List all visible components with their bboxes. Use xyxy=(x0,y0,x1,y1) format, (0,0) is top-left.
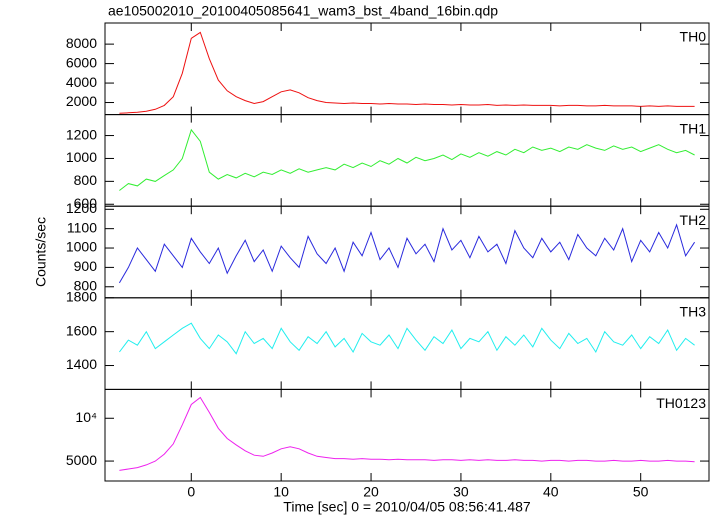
y-axis-label: Counts/sec xyxy=(33,217,49,287)
y-tick-label: 1200 xyxy=(66,126,97,142)
panel-label: TH1 xyxy=(680,120,707,136)
panel-label: TH3 xyxy=(680,304,707,320)
x-tick-label: 10 xyxy=(273,484,289,500)
y-tick-label: 10⁴ xyxy=(75,409,97,425)
light-curve xyxy=(119,128,695,191)
x-tick-label: 20 xyxy=(363,484,379,500)
x-tick-label: 30 xyxy=(453,484,469,500)
chart-title: ae105002010_20100405085641_wam3_bst_4ban… xyxy=(108,3,498,19)
y-tick-label: 1100 xyxy=(67,219,97,235)
panel-frame xyxy=(104,22,710,116)
y-tick-label: 1600 xyxy=(66,322,97,338)
x-tick-label: 40 xyxy=(543,484,559,500)
y-tick-label: 1400 xyxy=(66,356,97,372)
light-curve xyxy=(119,396,695,471)
panel-label: TH2 xyxy=(680,212,707,228)
panel-frame xyxy=(104,114,710,207)
panel-frame xyxy=(104,205,710,299)
y-tick-label: 4000 xyxy=(66,74,97,90)
x-tick-label: 0 xyxy=(187,484,195,500)
x-tick-label: 50 xyxy=(633,484,649,500)
y-tick-label: 2000 xyxy=(66,93,97,109)
light-curve xyxy=(118,223,696,284)
y-tick-label: 8000 xyxy=(66,35,97,51)
y-tick-label: 1800 xyxy=(66,289,97,305)
y-tick-label: 1000 xyxy=(66,239,97,255)
light-curve xyxy=(119,31,695,114)
y-tick-label: 900 xyxy=(74,258,98,274)
panel-label: TH0123 xyxy=(656,395,706,411)
y-tick-label: 600 xyxy=(74,195,98,211)
panel-frame xyxy=(104,388,710,482)
y-tick-label: 800 xyxy=(74,172,98,188)
y-tick-label: 800 xyxy=(74,277,98,293)
y-tick-label: 1000 xyxy=(66,149,97,165)
y-tick-label: 6000 xyxy=(66,54,97,70)
y-tick-label: 1200 xyxy=(66,200,97,216)
panel-label: TH0 xyxy=(680,29,707,45)
light-curve xyxy=(119,322,695,355)
x-axis-label: Time [sec] 0 = 2010/04/05 08:56:41.487 xyxy=(283,499,531,515)
y-tick-label: 5000 xyxy=(66,452,97,468)
